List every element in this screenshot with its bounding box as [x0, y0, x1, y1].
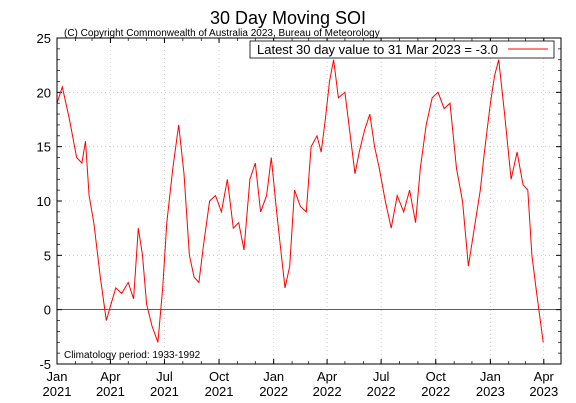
x-tick-year: 2021	[150, 384, 179, 399]
y-tick-label: 5	[44, 248, 51, 263]
x-tick-year: 2023	[476, 384, 505, 399]
x-tick-year: 2022	[421, 384, 450, 399]
y-tick-label: 10	[37, 194, 51, 209]
legend-box	[249, 40, 555, 59]
x-tick-month: Oct	[426, 369, 447, 384]
x-tick-month: Oct	[209, 369, 230, 384]
x-tick-year: 2022	[367, 384, 396, 399]
grid-dots	[56, 37, 561, 365]
x-tick-year: 2021	[96, 384, 125, 399]
x-tick-month: Apr	[534, 369, 555, 384]
legend: Latest 30 day value to 31 Mar 2023 = -3.…	[249, 40, 555, 59]
chart-title: 30 Day Moving SOI	[210, 8, 366, 28]
x-tick-year: 2021	[205, 384, 234, 399]
plot-frame	[56, 37, 562, 365]
x-tick-year: 2021	[43, 384, 72, 399]
x-tick-month: Jul	[373, 369, 390, 384]
x-tick-year: 2023	[529, 384, 558, 399]
x-tick-month: Jul	[156, 369, 173, 384]
chart-subtitle: (C) Copyright Commonwealth of Australia …	[64, 28, 380, 39]
soi-series-line	[56, 59, 544, 343]
y-tick-label: -5	[39, 357, 51, 372]
x-tick-month: Apr	[317, 369, 338, 384]
x-tick-year: 2022	[259, 384, 288, 399]
x-tick-month: Jan	[47, 369, 68, 384]
y-tick-label: 0	[44, 303, 51, 318]
y-tick-labels: -5 0 5 10 15 20 25	[37, 31, 51, 372]
y-tick-label: 25	[37, 31, 51, 46]
climatology-annotation: Climatology period: 1933-1992	[64, 350, 201, 361]
y-tick-label: 15	[37, 140, 51, 155]
legend-label: Latest 30 day value to 31 Mar 2023 = -3.…	[257, 42, 498, 57]
x-tick-month: Apr	[100, 369, 121, 384]
x-tick-year: 2022	[313, 384, 342, 399]
y-tick-label: 20	[37, 85, 51, 100]
x-tick-month: Jan	[480, 369, 501, 384]
x-tick-month: Jan	[263, 369, 284, 384]
x-tick-labels: Jan2021Apr2021Jul2021Oct2021Jan2022Apr20…	[43, 369, 559, 399]
